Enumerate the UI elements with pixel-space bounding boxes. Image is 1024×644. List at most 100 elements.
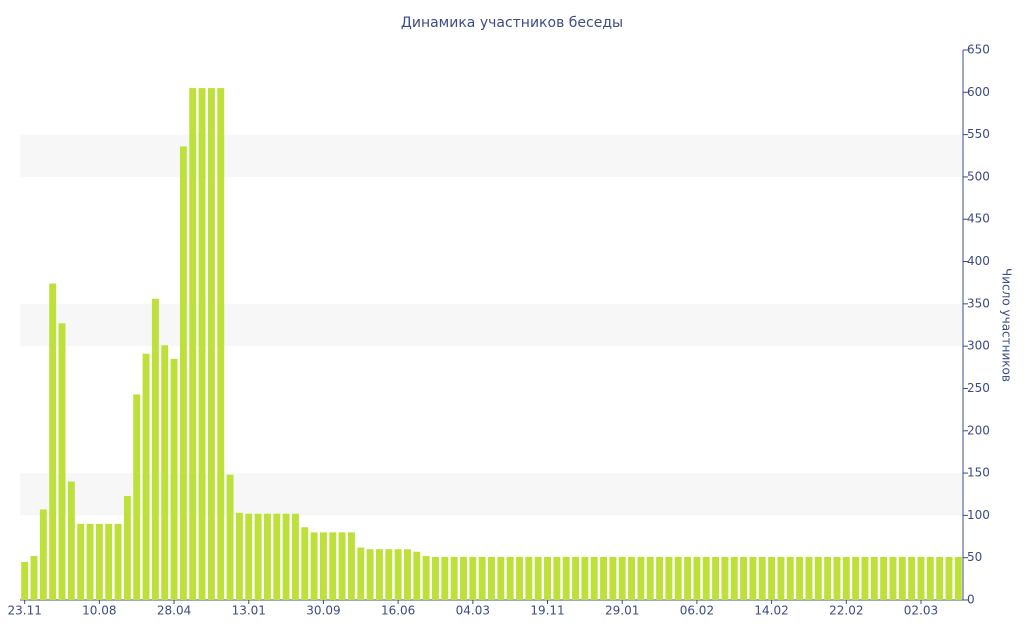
- bar: [674, 556, 682, 600]
- y-tick-label: 0: [967, 593, 975, 607]
- bar: [133, 394, 141, 600]
- bar: [852, 556, 860, 600]
- y-tick-label: 450: [967, 212, 990, 226]
- bar: [226, 474, 234, 600]
- bar: [506, 556, 514, 600]
- bar: [282, 513, 290, 600]
- bar: [338, 532, 346, 600]
- bar: [273, 513, 281, 600]
- bar: [572, 556, 579, 600]
- bar: [142, 353, 150, 600]
- bar: [637, 556, 645, 600]
- bar: [291, 513, 299, 600]
- bar: [749, 556, 757, 600]
- bar: [329, 532, 337, 600]
- bar: [712, 556, 720, 600]
- bar: [740, 556, 748, 600]
- bar: [179, 146, 187, 600]
- bar: [207, 88, 215, 601]
- bar: [609, 556, 617, 600]
- bar: [870, 556, 878, 600]
- bar: [553, 556, 561, 600]
- bar: [114, 523, 122, 600]
- bar: [123, 495, 131, 600]
- x-tick-label: 22.02: [829, 604, 863, 618]
- bar: [590, 556, 598, 600]
- y-tick-label: 550: [967, 127, 990, 141]
- bar: [926, 556, 934, 600]
- bar: [684, 556, 692, 600]
- bar: [301, 527, 309, 600]
- grid-band: [20, 303, 963, 347]
- y-tick-label: 250: [967, 381, 990, 395]
- bar: [86, 523, 94, 600]
- bar: [58, 323, 66, 600]
- x-tick-label: 13.01: [232, 604, 266, 618]
- bar: [544, 556, 551, 600]
- bar: [422, 556, 430, 600]
- bar: [357, 547, 365, 600]
- bar: [600, 556, 607, 600]
- bar: [460, 556, 467, 600]
- bar: [198, 88, 206, 601]
- bar: [497, 556, 505, 600]
- bar: [917, 556, 925, 600]
- bar: [880, 556, 888, 600]
- bar: [730, 556, 738, 600]
- bar: [105, 523, 113, 600]
- bar: [245, 513, 253, 600]
- bar: [30, 556, 38, 600]
- bar: [235, 512, 243, 600]
- bar: [796, 556, 804, 600]
- bar: [945, 556, 953, 600]
- bar: [814, 556, 822, 600]
- bar: [581, 556, 589, 600]
- bar: [525, 556, 533, 600]
- bar: [469, 556, 477, 600]
- bar: [702, 556, 710, 600]
- bar: [263, 513, 271, 600]
- y-tick-label: 300: [967, 339, 990, 353]
- bar: [898, 556, 906, 600]
- chart-title: Динамика участников беседы: [401, 15, 623, 31]
- bar: [861, 556, 869, 600]
- bar: [768, 556, 776, 600]
- bar: [488, 556, 495, 600]
- x-tick-label: 04.03: [456, 604, 490, 618]
- x-tick-label: 14.02: [754, 604, 788, 618]
- bar: [376, 549, 383, 600]
- bar: [347, 532, 355, 600]
- bar: [777, 556, 785, 600]
- bar: [562, 556, 570, 600]
- y-tick-label: 100: [967, 508, 990, 522]
- x-tick-label: 29.01: [605, 604, 639, 618]
- bar: [77, 523, 85, 600]
- bar: [432, 556, 439, 600]
- bar: [151, 298, 159, 600]
- y-tick-label: 500: [967, 169, 990, 183]
- x-tick-label: 23.11: [7, 604, 41, 618]
- x-tick-label: 16.06: [381, 604, 415, 618]
- bar: [908, 556, 916, 600]
- bar: [217, 88, 225, 601]
- bar: [665, 556, 673, 600]
- y-tick-label: 400: [967, 254, 990, 268]
- bar: [385, 549, 393, 600]
- y-tick-label: 200: [967, 423, 990, 437]
- bar: [786, 556, 794, 600]
- bar: [646, 556, 654, 600]
- bar: [404, 549, 411, 600]
- bar: [189, 88, 197, 601]
- bar: [628, 556, 636, 600]
- bar: [450, 556, 458, 600]
- bar: [842, 556, 850, 600]
- bar: [534, 556, 542, 600]
- y-tick-label: 50: [967, 550, 982, 564]
- bar: [758, 556, 766, 600]
- bar: [394, 549, 402, 600]
- bar: [170, 358, 178, 600]
- bar: [478, 556, 486, 600]
- bar: [721, 556, 729, 600]
- bar: [833, 556, 841, 600]
